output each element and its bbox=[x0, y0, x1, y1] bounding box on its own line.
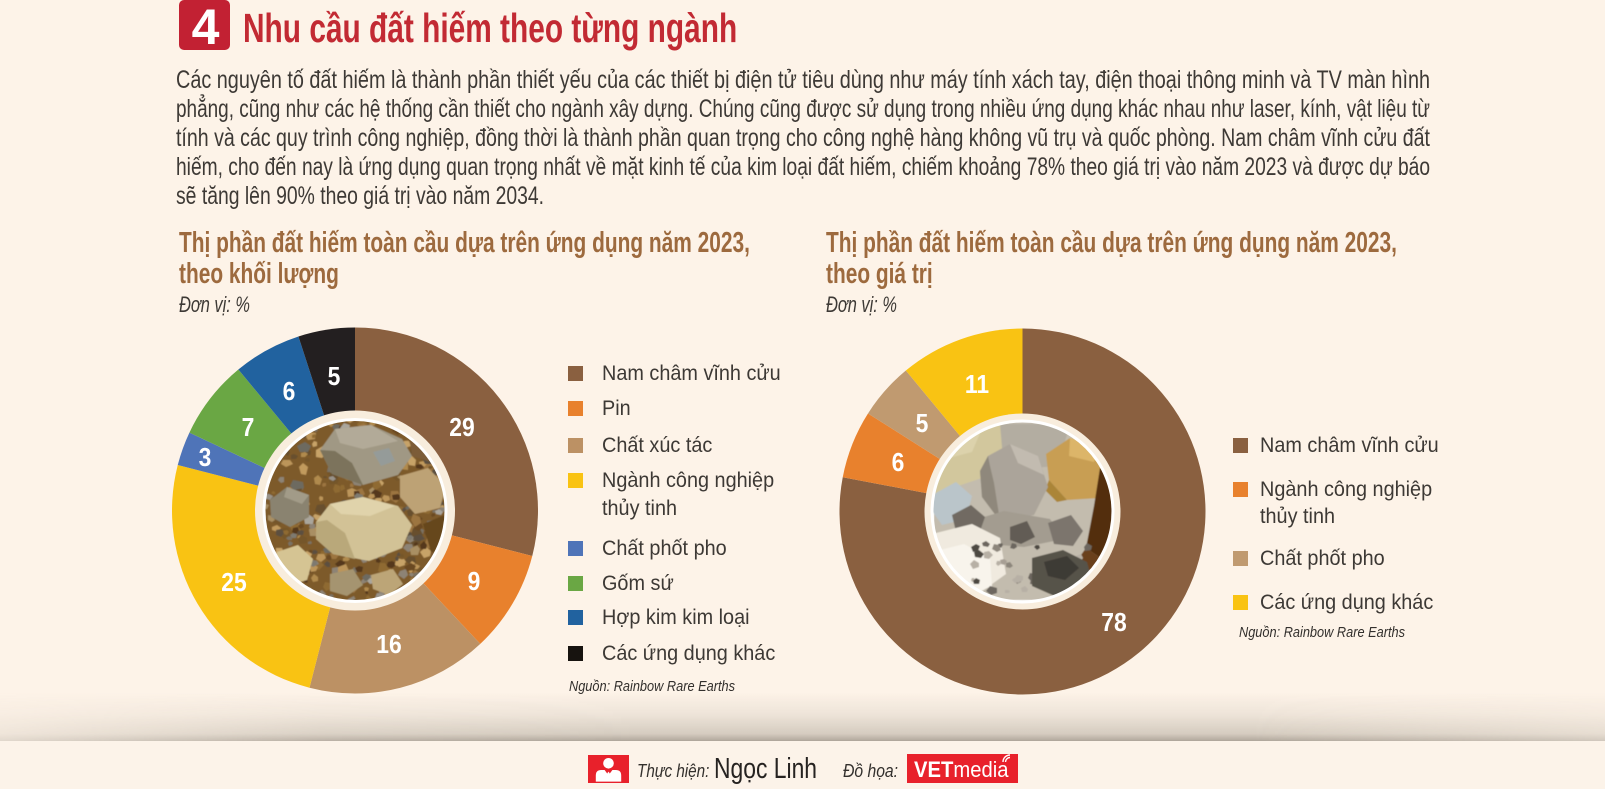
svg-text:3: 3 bbox=[199, 444, 212, 473]
svg-text:9: 9 bbox=[468, 568, 481, 597]
svg-text:11: 11 bbox=[965, 371, 989, 400]
svg-text:6: 6 bbox=[892, 449, 905, 478]
svg-text:25: 25 bbox=[221, 569, 246, 598]
svg-text:5: 5 bbox=[328, 363, 341, 392]
svg-text:7: 7 bbox=[242, 414, 255, 443]
svg-text:6: 6 bbox=[283, 378, 296, 407]
svg-text:78: 78 bbox=[1101, 609, 1126, 638]
svg-text:5: 5 bbox=[916, 410, 929, 439]
svg-text:16: 16 bbox=[376, 631, 401, 660]
svg-text:29: 29 bbox=[449, 414, 474, 443]
